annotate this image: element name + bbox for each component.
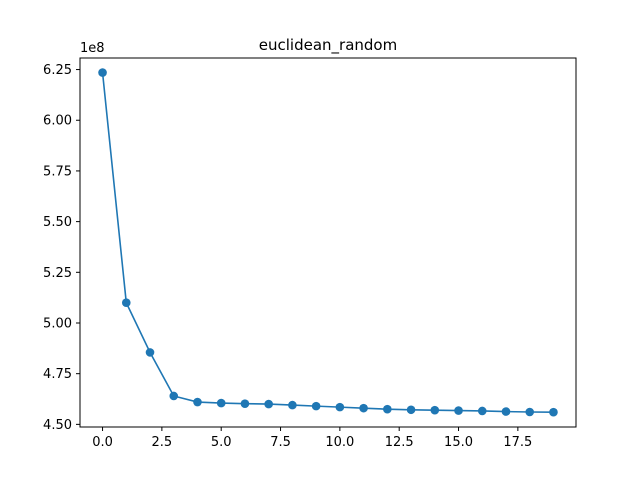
x-tick-label: 12.5 bbox=[385, 435, 414, 450]
y-tick-label: 6.00 bbox=[43, 114, 72, 129]
data-point bbox=[217, 399, 226, 408]
x-tick-label: 0.0 bbox=[92, 435, 113, 450]
y-tick-label: 5.25 bbox=[43, 266, 72, 281]
data-point bbox=[169, 392, 178, 401]
y-offset-label: 1e8 bbox=[80, 41, 105, 56]
data-point bbox=[430, 406, 439, 415]
data-point bbox=[288, 401, 297, 410]
data-point bbox=[98, 68, 107, 77]
x-tick-label: 10.0 bbox=[325, 435, 354, 450]
data-point bbox=[336, 403, 345, 412]
y-tick-label: 4.75 bbox=[43, 367, 72, 382]
y-tick-label: 4.50 bbox=[43, 418, 72, 433]
y-tick-label: 5.00 bbox=[43, 316, 72, 331]
chart-title: euclidean_random bbox=[259, 36, 397, 55]
x-tick-label: 2.5 bbox=[152, 435, 173, 450]
data-point bbox=[478, 407, 487, 416]
data-point bbox=[193, 398, 202, 407]
data-point bbox=[454, 406, 463, 415]
data-point bbox=[359, 404, 368, 413]
data-point bbox=[407, 405, 416, 414]
y-tick-label: 5.75 bbox=[43, 164, 72, 179]
data-point bbox=[122, 298, 131, 307]
data-point bbox=[383, 405, 392, 414]
x-tick-label: 15.0 bbox=[444, 435, 473, 450]
data-point bbox=[525, 408, 534, 417]
x-tick-label: 7.5 bbox=[270, 435, 291, 450]
data-point bbox=[312, 402, 321, 411]
data-point bbox=[264, 400, 273, 409]
data-point bbox=[502, 407, 511, 416]
y-tick-label: 5.50 bbox=[43, 215, 72, 230]
data-point bbox=[146, 348, 155, 357]
x-tick-label: 5.0 bbox=[211, 435, 232, 450]
x-tick-label: 17.5 bbox=[503, 435, 532, 450]
data-point bbox=[549, 408, 558, 417]
y-tick-label: 6.25 bbox=[43, 63, 72, 78]
data-point bbox=[241, 399, 250, 408]
